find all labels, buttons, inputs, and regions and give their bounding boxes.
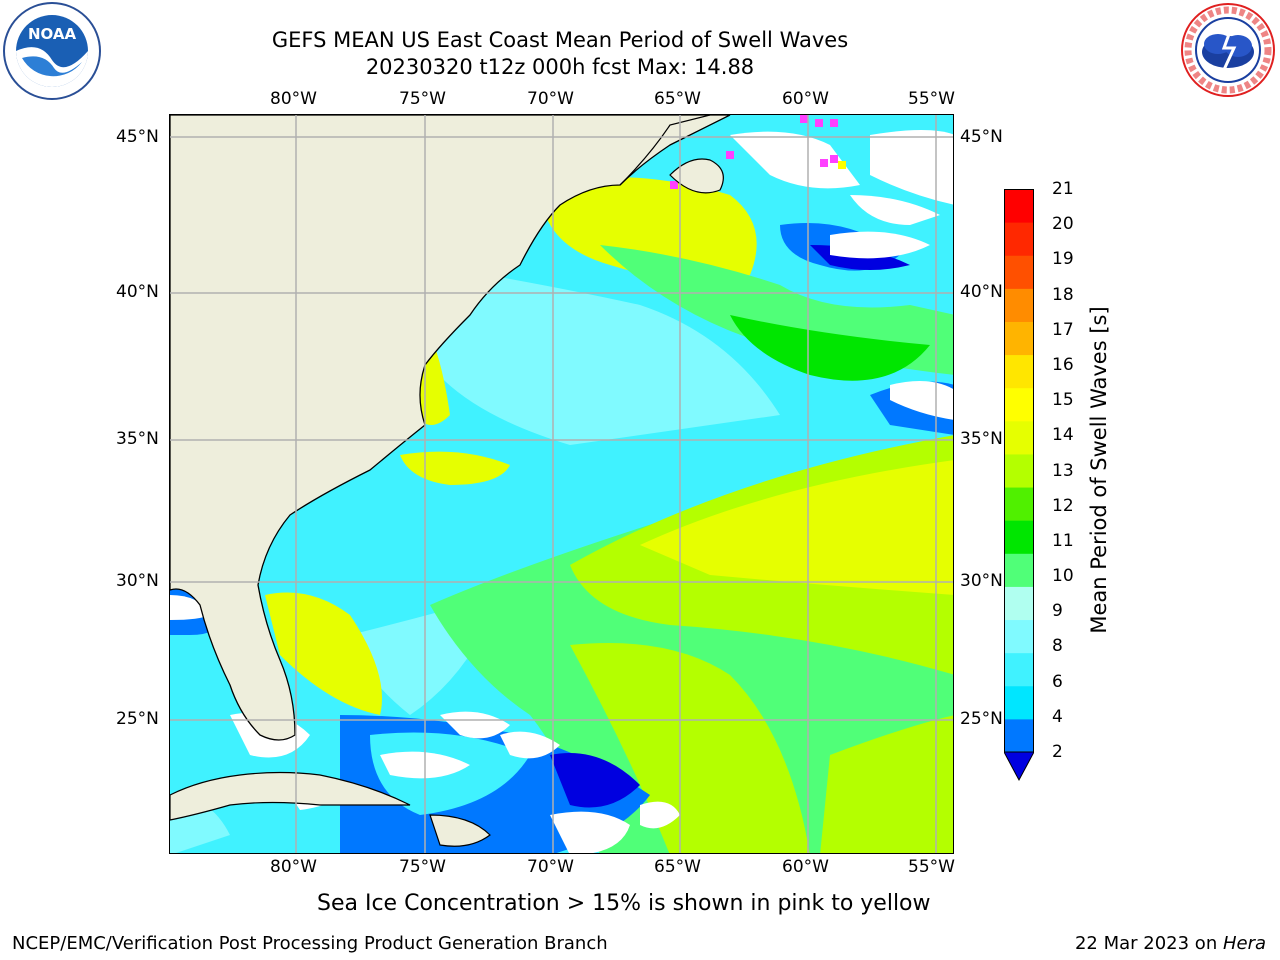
colorbar-segment [1004, 222, 1034, 256]
footer-date-text: 22 Mar 2023 on [1074, 933, 1223, 954]
lat-label-right-40n: 40°N [960, 282, 1003, 302]
colorbar-segment [1004, 553, 1034, 587]
colorbar-segment [1004, 718, 1034, 753]
footer-branch: NCEP/EMC/Verification Post Processing Pr… [12, 933, 608, 954]
lon-label-bottom-80w: 80°W [270, 857, 317, 877]
lat-label-left-40n: 40°N [116, 282, 159, 302]
colorbar-segment [1004, 288, 1034, 322]
colorbar-tick-label: 14 [1052, 425, 1074, 446]
colorbar-segment [1004, 189, 1034, 223]
lon-label-top-55w: 55°W [908, 89, 955, 109]
lat-label-left-45n: 45°N [116, 127, 159, 147]
lat-label-left-35n: 35°N [116, 429, 159, 449]
colorbar-frame [1004, 189, 1034, 753]
lat-label-left-30n: 30°N [116, 571, 159, 591]
colorbar [1004, 189, 1034, 782]
colorbar-tick-label: 9 [1052, 601, 1063, 622]
lon-label-bottom-60w: 60°W [782, 857, 829, 877]
colorbar-segment [1004, 354, 1034, 389]
lat-label-right-35n: 35°N [960, 429, 1003, 449]
noaa-logo: NOAA [0, 2, 104, 100]
lat-label-right-25n: 25°N [960, 709, 1003, 729]
colorbar-segment [1004, 387, 1034, 422]
chart-title: GEFS MEAN US East Coast Mean Period of S… [271, 28, 849, 52]
colorbar-tick-label: 18 [1052, 284, 1074, 305]
footer-date: 22 Mar 2023 on Hera [1075, 933, 1266, 954]
colorbar-tick-label: 16 [1052, 354, 1074, 375]
lon-label-top-80w: 80°W [270, 89, 317, 109]
lon-label-bottom-55w: 55°W [908, 857, 955, 877]
map-plot [169, 114, 954, 854]
colorbar-tick-label: 13 [1052, 460, 1074, 481]
colorbar-tick-label: 4 [1052, 706, 1063, 727]
colorbar-tick-label: 10 [1052, 566, 1074, 587]
colorbar-segment [1004, 420, 1034, 455]
colorbar-segment [1004, 619, 1034, 654]
lon-label-bottom-70w: 70°W [527, 857, 574, 877]
lon-label-top-60w: 60°W [782, 89, 829, 109]
colorbar-tick-label: 17 [1052, 319, 1074, 340]
colorbar-extend-min [1004, 751, 1034, 782]
lon-label-top-65w: 65°W [654, 89, 701, 109]
lon-label-top-75w: 75°W [399, 89, 446, 109]
colorbar-tick-label: 15 [1052, 390, 1074, 411]
colorbar-tick-label: 12 [1052, 495, 1074, 516]
lat-label-left-25n: 25°N [116, 709, 159, 729]
sea-ice-note: Sea Ice Concentration > 15% is shown in … [317, 891, 931, 916]
colorbar-segment [1004, 487, 1034, 521]
colorbar-title: Mean Period of Swell Waves [s] [1087, 306, 1111, 634]
colorbar-segment [1004, 586, 1034, 621]
colorbar-tick-label: 8 [1052, 636, 1063, 657]
colorbar-tick-label: 21 [1052, 179, 1074, 199]
footer-machine: Hera [1222, 933, 1266, 954]
colorbar-tick-label: 20 [1052, 214, 1074, 235]
swell-period-field [170, 115, 953, 853]
noaa-logo-text: NOAA [28, 25, 77, 43]
colorbar-tick-label: 6 [1052, 671, 1063, 692]
colorbar-segment [1004, 321, 1034, 356]
colorbar-tick-label: 2 [1052, 742, 1063, 762]
colorbar-segment [1004, 520, 1034, 554]
colorbar-segment [1004, 685, 1034, 720]
lat-label-right-45n: 45°N [960, 127, 1003, 147]
chart-subtitle: 20230320 t12z 000h fcst Max: 14.88 [365, 55, 755, 79]
colorbar-tick-label: 11 [1052, 530, 1074, 551]
lon-label-bottom-65w: 65°W [654, 857, 701, 877]
colorbar-segment [1004, 652, 1034, 687]
lon-label-bottom-75w: 75°W [399, 857, 446, 877]
lon-label-top-70w: 70°W [527, 89, 574, 109]
colorbar-segment [1004, 453, 1034, 488]
colorbar-segment [1004, 255, 1034, 289]
lat-label-right-30n: 30°N [960, 571, 1003, 591]
colorbar-tick-label: 19 [1052, 249, 1074, 270]
nws-logo [1178, 2, 1278, 98]
